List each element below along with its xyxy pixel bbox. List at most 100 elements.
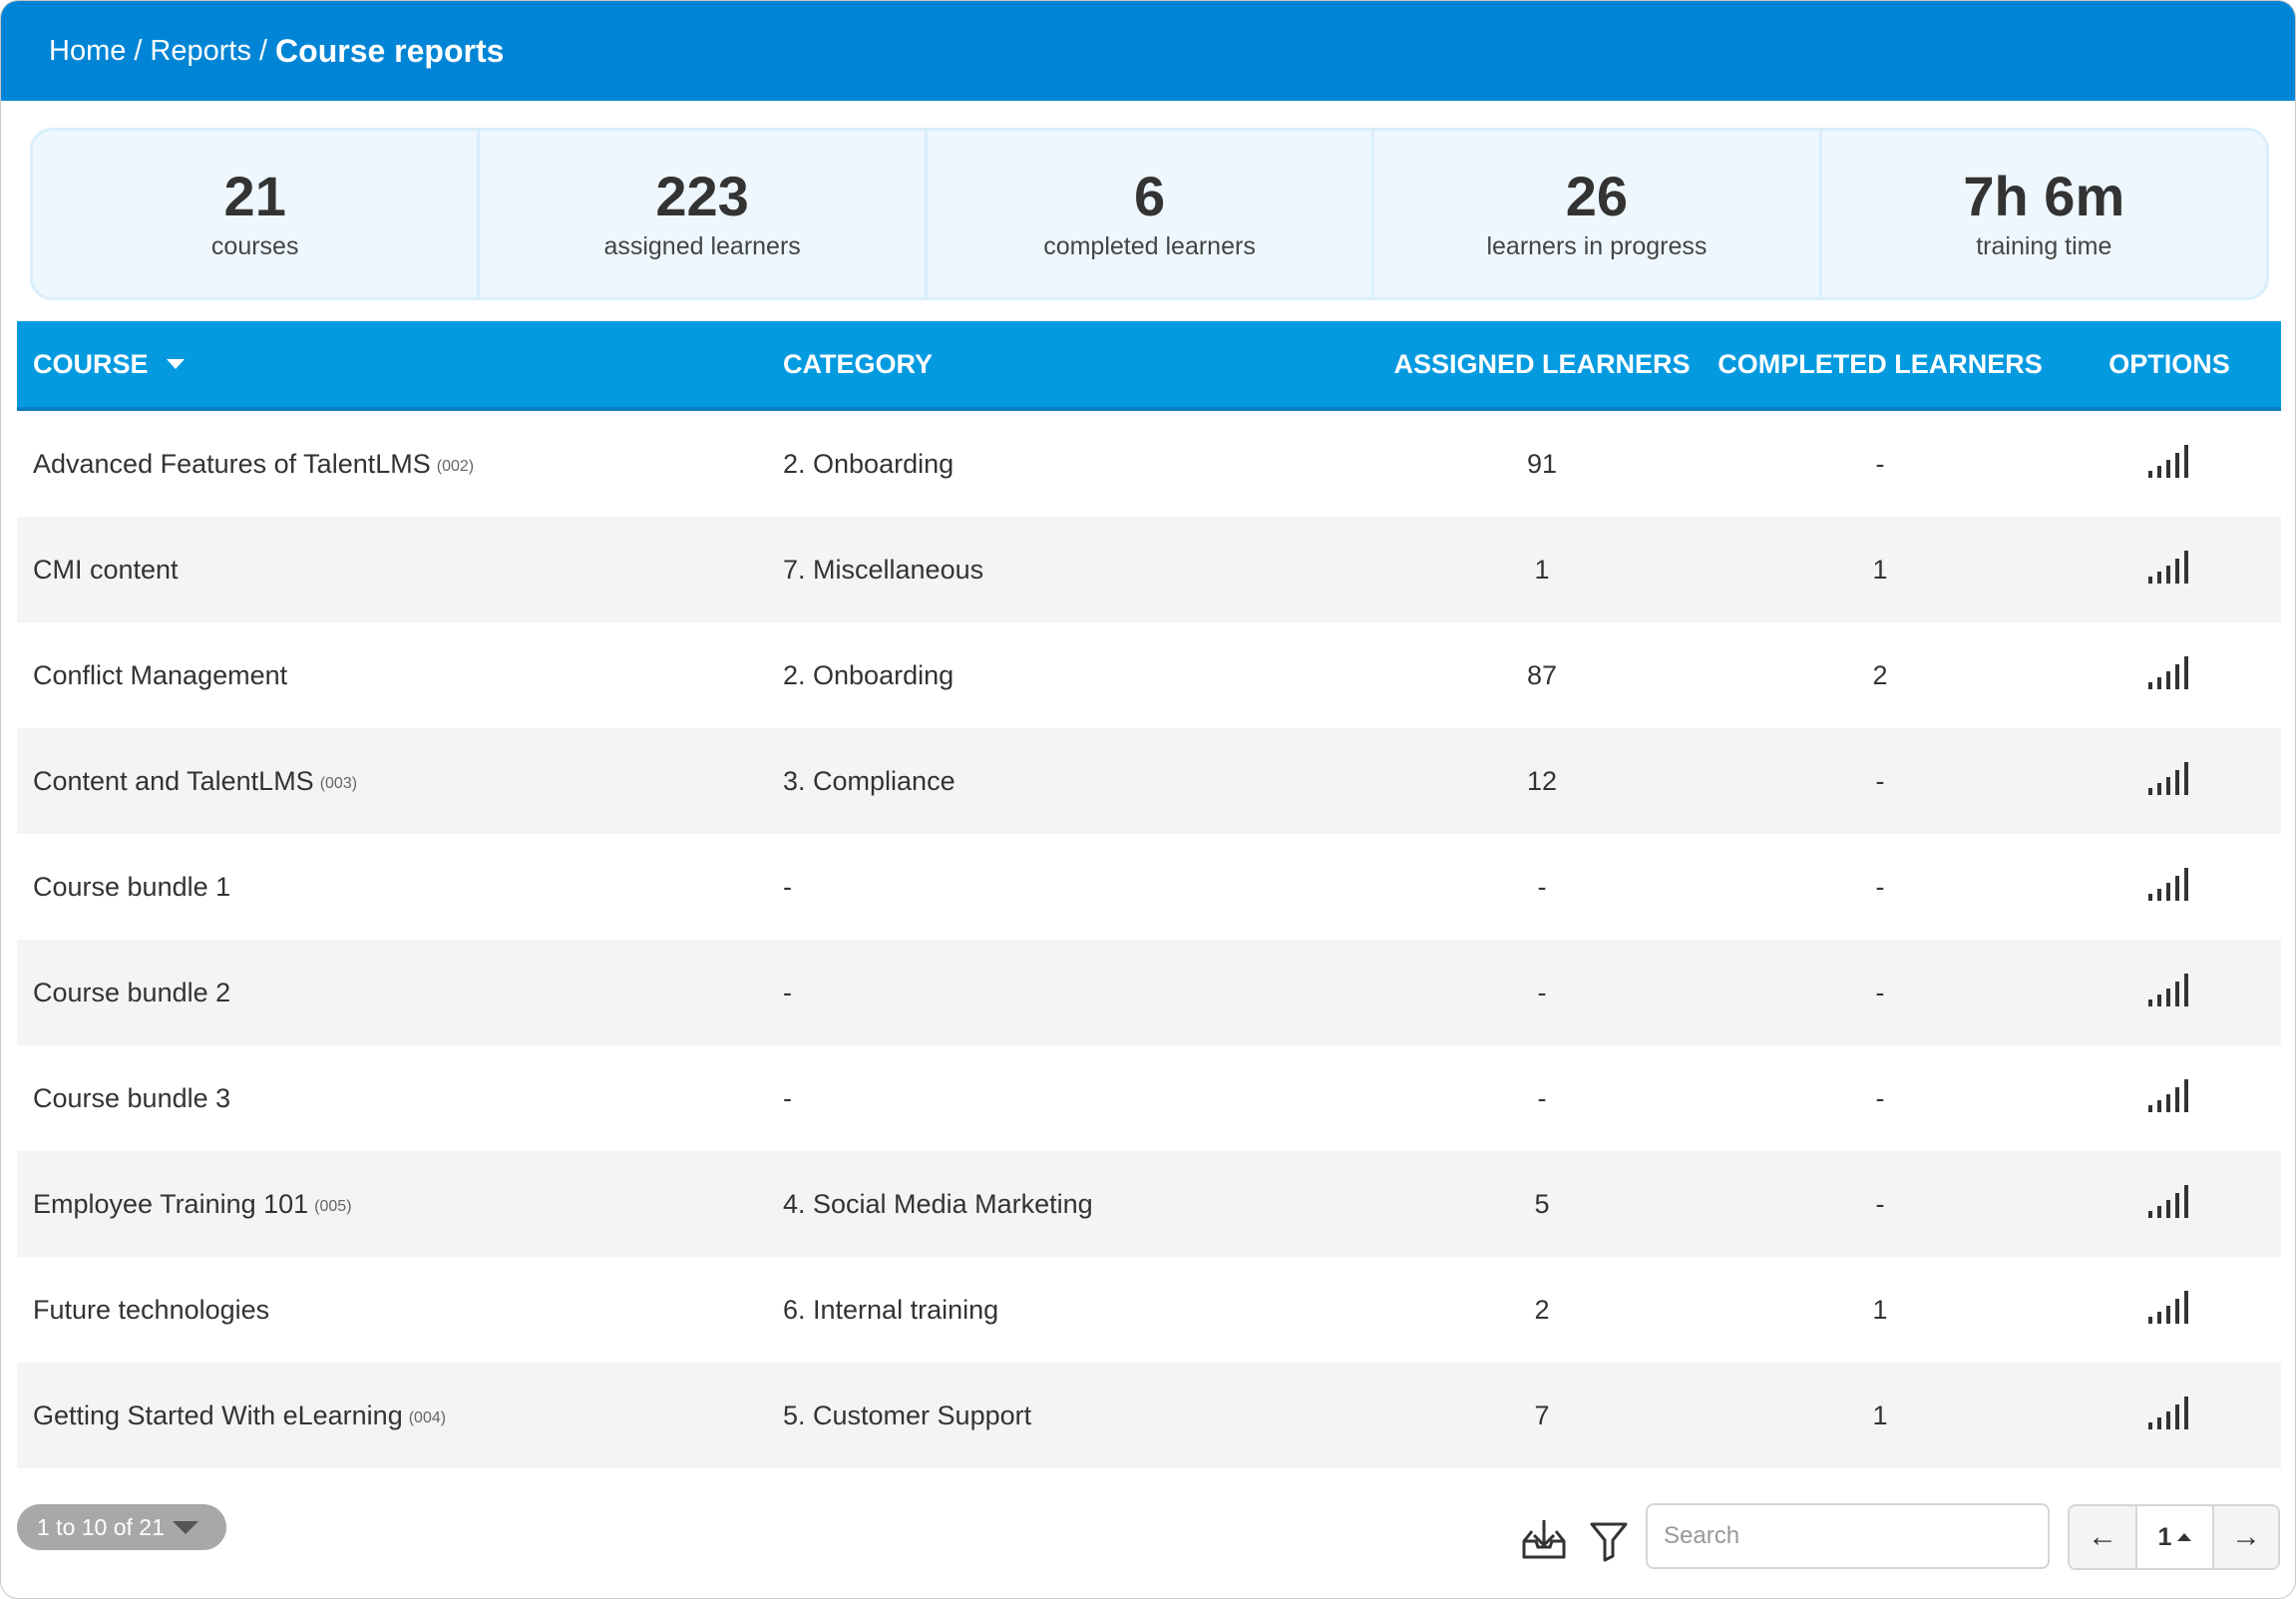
table-header: COURSE CATEGORY ASSIGNED LEARNERS COMPLE…	[17, 321, 2281, 411]
assigned-cell: -	[1537, 1082, 1547, 1113]
breadcrumb-reports[interactable]: Reports	[150, 34, 251, 67]
page-select[interactable]: 1	[2137, 1506, 2214, 1568]
table-row: Content and TalentLMS (003) 3. Complianc…	[17, 728, 2281, 834]
download-icon[interactable]	[1521, 1517, 1567, 1561]
table-row: Getting Started With eLearning (004) 5. …	[17, 1363, 2281, 1468]
stat-completed-learners: 6 completed learners	[928, 131, 1375, 297]
course-cell: CMI content	[17, 555, 783, 586]
column-header-category[interactable]: CATEGORY	[783, 348, 934, 379]
course-cell: Course bundle 3	[17, 1083, 783, 1114]
category-cell: 3. Compliance	[783, 765, 956, 796]
current-page: 1	[2157, 1522, 2172, 1551]
course-name[interactable]: Getting Started With eLearning	[33, 1399, 403, 1430]
course-name[interactable]: Advanced Features of TalentLMS	[33, 448, 431, 479]
breadcrumb-separator: /	[134, 34, 143, 67]
next-page-button[interactable]: →	[2213, 1506, 2278, 1568]
assigned-cell: 7	[1534, 1399, 1550, 1430]
stat-value: 223	[655, 165, 749, 227]
course-name[interactable]: Course bundle 1	[33, 871, 231, 902]
assigned-cell: -	[1537, 871, 1547, 902]
reports-bars-icon[interactable]	[2146, 1183, 2192, 1226]
reports-bars-icon[interactable]	[2146, 1395, 2192, 1437]
assigned-cell: 87	[1526, 659, 1558, 690]
options-cell	[2058, 443, 2281, 486]
category-cell: 6. Internal training	[783, 1294, 999, 1325]
course-cell: Getting Started With eLearning (004)	[17, 1400, 783, 1431]
options-cell	[2058, 549, 2281, 592]
pagination: ← 1 →	[2068, 1504, 2280, 1570]
reports-bars-icon[interactable]	[2146, 549, 2192, 592]
course-name[interactable]: CMI content	[33, 554, 179, 585]
reports-bars-icon[interactable]	[2146, 1289, 2192, 1332]
course-code: (002)	[436, 458, 475, 475]
options-cell	[2058, 1395, 2281, 1437]
options-cell	[2058, 866, 2281, 909]
options-cell	[2058, 1077, 2281, 1120]
stat-assigned-learners: 223 assigned learners	[480, 131, 928, 297]
dropdown-caret-icon	[172, 1520, 198, 1534]
reports-bars-icon[interactable]	[2146, 1077, 2192, 1120]
caret-up-icon	[2177, 1533, 2192, 1541]
course-code: (003)	[319, 775, 358, 792]
course-cell: Future technologies	[17, 1295, 783, 1326]
completed-cell: -	[1875, 1082, 1885, 1113]
table-row: Advanced Features of TalentLMS (002) 2. …	[17, 411, 2281, 517]
column-header-completed-learners[interactable]: COMPLETED LEARNERS	[1718, 348, 2043, 379]
breadcrumb-separator: /	[258, 34, 268, 67]
reports-bars-icon[interactable]	[2146, 972, 2192, 1014]
assigned-cell: 91	[1526, 448, 1558, 479]
completed-cell: 1	[1872, 1294, 1888, 1325]
page-title: Course reports	[275, 32, 505, 69]
reports-bars-icon[interactable]	[2146, 443, 2192, 486]
completed-cell: -	[1875, 871, 1885, 902]
assigned-cell: -	[1537, 977, 1547, 1007]
completed-cell: 2	[1872, 659, 1888, 690]
sort-caret-icon[interactable]	[166, 359, 185, 369]
search-input[interactable]	[1646, 1503, 2050, 1569]
column-header-course[interactable]: COURSE	[17, 349, 783, 380]
reports-bars-icon[interactable]	[2146, 760, 2192, 803]
course-table: COURSE CATEGORY ASSIGNED LEARNERS COMPLE…	[17, 321, 2281, 1468]
category-cell: -	[783, 1082, 792, 1113]
options-cell	[2058, 1289, 2281, 1332]
options-cell	[2058, 760, 2281, 803]
column-header-label: COURSE	[33, 348, 149, 379]
category-cell: -	[783, 977, 792, 1007]
course-name[interactable]: Conflict Management	[33, 659, 288, 690]
breadcrumb-home[interactable]: Home	[49, 34, 127, 67]
course-cell: Conflict Management	[17, 660, 783, 691]
table-body: Advanced Features of TalentLMS (002) 2. …	[17, 411, 2281, 1468]
course-name[interactable]: Content and TalentLMS	[33, 765, 314, 796]
options-cell	[2058, 1183, 2281, 1226]
completed-cell: -	[1875, 977, 1885, 1007]
reports-bars-icon[interactable]	[2146, 654, 2192, 697]
stat-label: assigned learners	[603, 232, 801, 260]
prev-page-button[interactable]: ←	[2070, 1506, 2138, 1568]
table-row: CMI content 7. Miscellaneous 1 1	[17, 517, 2281, 622]
course-cell: Course bundle 2	[17, 978, 783, 1008]
summary-stats: 21 courses 223 assigned learners 6 compl…	[30, 128, 2269, 300]
course-name[interactable]: Employee Training 101	[33, 1188, 309, 1219]
stat-courses: 21 courses	[33, 131, 481, 297]
course-name[interactable]: Course bundle 3	[33, 1082, 231, 1113]
options-cell	[2058, 972, 2281, 1014]
course-name[interactable]: Future technologies	[33, 1294, 270, 1325]
column-header-assigned-learners[interactable]: ASSIGNED LEARNERS	[1393, 348, 1691, 379]
category-cell: 2. Onboarding	[783, 659, 955, 690]
stat-label: training time	[1976, 232, 2112, 260]
reports-bars-icon[interactable]	[2146, 866, 2192, 909]
filter-icon[interactable]	[1589, 1520, 1629, 1562]
range-label: 1 to 10 of 21	[37, 1513, 165, 1540]
page-size-dropdown[interactable]: 1 to 10 of 21	[17, 1504, 226, 1550]
course-name[interactable]: Course bundle 2	[33, 977, 231, 1007]
course-code: (005)	[314, 1198, 352, 1215]
course-cell: Advanced Features of TalentLMS (002)	[17, 449, 783, 480]
stat-training-time: 7h 6m training time	[1822, 131, 2266, 297]
category-cell: 2. Onboarding	[783, 448, 955, 479]
stat-value: 7h 6m	[1963, 165, 2125, 227]
table-row: Employee Training 101 (005) 4. Social Me…	[17, 1151, 2281, 1257]
completed-cell: -	[1875, 448, 1885, 479]
stat-value: 6	[1133, 165, 1166, 227]
stat-value: 26	[1565, 165, 1629, 227]
